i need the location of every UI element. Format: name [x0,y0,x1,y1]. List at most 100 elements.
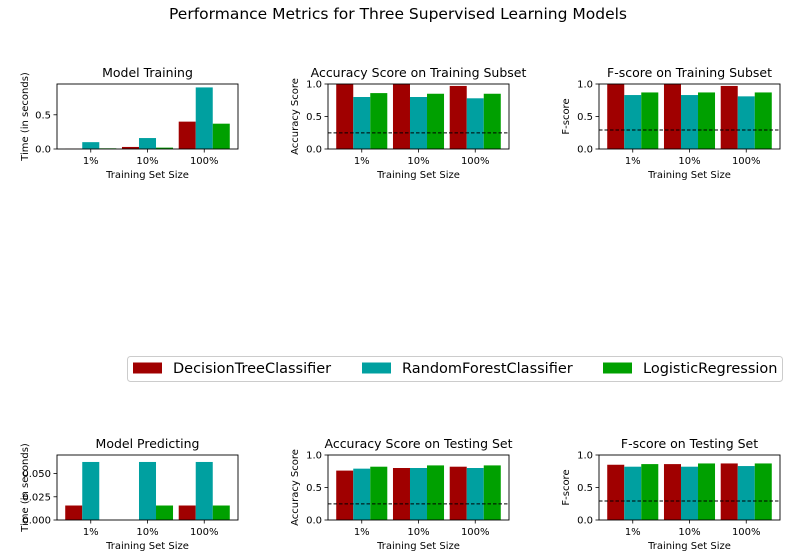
bar [409,97,428,149]
bar [82,142,100,149]
bar [737,96,755,149]
chart-panel-4: 0.000 0.025 0.050 1% 10% 100% Model Predicting… [20,436,239,552]
chart-panel-6: 0.0 0.5 1.0 1% 10% 100% F-score on Testing Set… [561,436,781,552]
y-axis-label: Accuracy Score [290,78,301,155]
bar [754,92,772,149]
chart-title: Accuracy Score on Training Subset [311,65,527,80]
y-tick-label: 0.5 [35,110,51,121]
y-tick-label: 0.025 [22,492,51,503]
y-tick-label: 0.0 [577,516,593,527]
bar [663,84,681,149]
y-tick-label: 0.5 [577,112,593,123]
y-axis-label: F-score [561,98,572,134]
bar [427,465,445,520]
bar [353,468,371,520]
bar [624,466,642,520]
bar [641,464,659,520]
chart-title: F-score on Training Subset [607,65,772,80]
y-tick-label: 0.5 [306,483,322,494]
bar [392,468,410,520]
y-axis-label: Accuracy Score [290,449,301,526]
bar [392,84,410,149]
y-tick-label: 0.050 [22,469,51,480]
y-tick-label: 0.0 [306,516,322,527]
bar [195,461,213,520]
x-tick-label: 100% [190,527,219,538]
bar [624,95,642,149]
bar [483,93,501,149]
y-tick-label: 1.0 [577,80,593,91]
legend-swatch [603,362,632,374]
chart-title: Model Training [102,65,193,80]
bar [156,505,174,520]
bar [720,463,738,520]
legend-swatch [133,362,162,374]
bar [607,464,625,520]
y-tick-label: 0.0 [577,145,593,156]
chart-panel-3: 0.0 0.5 1.0 1% 10% 100% F-score on Training Su… [561,65,781,181]
bar [138,461,157,520]
bar [663,464,681,520]
legend-label: DecisionTreeClassifier [173,361,331,377]
x-tick-label: 10% [136,156,158,167]
bar [680,95,699,149]
x-tick-label: 10% [407,527,429,538]
chart-panel-1: 0.0 0.5 1% 10% 100% Model Training Training Se… [20,65,239,181]
x-tick-label: 1% [625,527,641,538]
chart-title: Accuracy Score on Testing Set [324,436,512,451]
bar [737,466,755,520]
bar [178,505,196,520]
x-tick-label: 1% [354,527,370,538]
x-tick-label: 1% [83,527,99,538]
chart-title: Model Predicting [96,436,200,451]
y-tick-label: 1.0 [306,80,322,91]
chart-panel-5: 0.0 0.5 1.0 1% 10% 100% Accuracy Score on Test… [290,436,513,552]
bar [370,93,388,149]
bar [698,92,716,149]
x-axis-label: Training Set Size [647,170,731,181]
bar [156,147,174,149]
x-tick-label: 100% [732,527,761,538]
bar [178,121,196,149]
x-tick-label: 10% [136,527,158,538]
x-tick-label: 100% [190,156,219,167]
y-tick-label: 0.0 [306,145,322,156]
bar [720,85,738,149]
legend-label: LogisticRegression [643,361,777,377]
x-tick-label: 100% [461,156,490,167]
x-axis-label: Training Set Size [376,541,460,552]
bar [466,98,484,149]
y-tick-label: 1.0 [577,451,593,462]
bar [370,466,388,520]
bar [449,466,467,520]
y-axis-label: F-score [561,469,572,505]
x-tick-label: 10% [407,156,429,167]
x-tick-label: 10% [678,527,700,538]
y-axis-label: Time (in seconds) [20,72,31,162]
bar [607,84,625,149]
bar [336,84,354,149]
x-axis-label: Training Set Size [376,170,460,181]
legend: DecisionTreeClassifier RandomForestClassi… [127,356,783,382]
figure-title: Performance Metrics for Three Supervised… [169,5,627,23]
bar [680,466,699,520]
bar [212,123,230,149]
bar [138,138,157,149]
chart-panel-2: 0.0 0.5 1.0 1% 10% 100% Accuracy Score on Trai… [290,65,526,181]
bar [195,87,213,149]
x-axis-label: Training Set Size [105,170,189,181]
bar [336,470,354,520]
x-tick-label: 1% [83,156,99,167]
x-tick-label: 1% [354,156,370,167]
bar [641,92,659,149]
chart-title: F-score on Testing Set [621,436,758,451]
y-axis-label: Time (in seconds) [20,443,31,533]
bar [409,468,428,520]
chart-panels: 0.0 0.5 1% 10% 100% Model Training Training Se… [20,65,781,552]
bar [483,465,501,520]
bar [754,463,772,520]
bar [698,463,716,520]
bar [427,93,445,149]
legend-swatch [362,362,391,374]
